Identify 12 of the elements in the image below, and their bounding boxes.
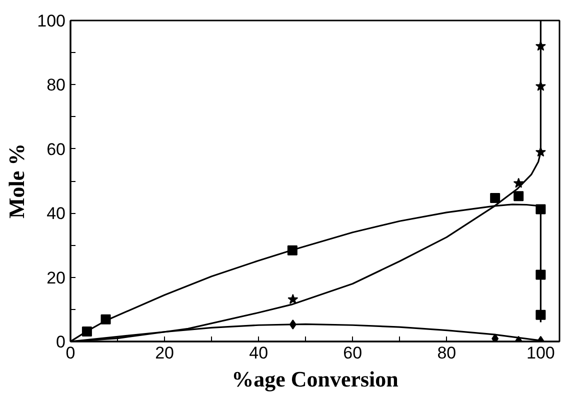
x-tick-label: 60 [343, 344, 362, 362]
y-axis-title: Mole % [4, 143, 30, 219]
y-tick-label: 20 [46, 268, 66, 288]
y-tick-label: 80 [46, 76, 66, 95]
x-tick-label: 100 [526, 344, 555, 362]
x-axis-title: %age Conversion [232, 366, 398, 392]
y-tick-label: 100 [37, 12, 66, 30]
y-tick-label: 60 [46, 140, 66, 159]
x-tick-label: 20 [155, 344, 174, 362]
x-tick-label: 40 [249, 344, 268, 362]
y-tick-label: 40 [46, 204, 66, 224]
x-tick-label: 80 [437, 344, 456, 362]
